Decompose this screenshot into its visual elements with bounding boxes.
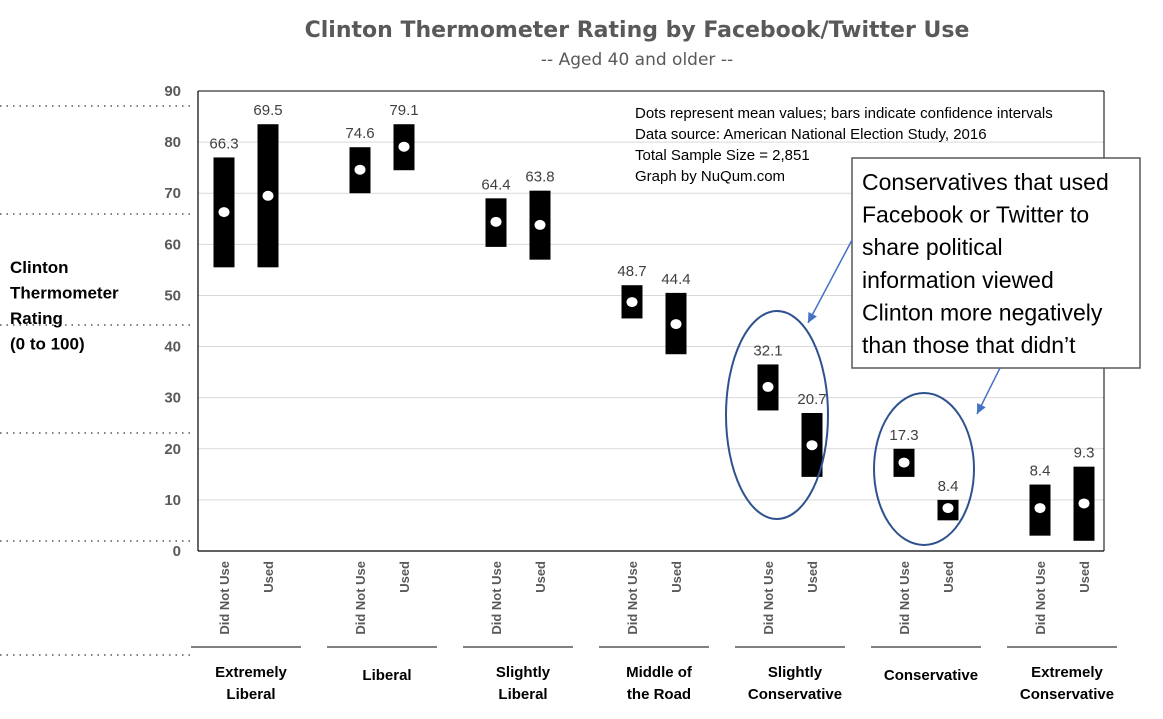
- y-tick-label: 10: [164, 492, 181, 509]
- bar-label: Did Not Use: [625, 561, 640, 635]
- group-label: Conservative: [884, 667, 978, 684]
- callout-arrowhead: [808, 312, 817, 323]
- mean-dot: [1034, 503, 1046, 514]
- y-axis-label-line: Thermometer: [10, 284, 119, 303]
- data-label: 8.4: [1030, 463, 1051, 480]
- y-tick-label: 70: [164, 185, 181, 202]
- note-line: Dots represent mean values; bars indicat…: [635, 105, 1053, 122]
- data-label: 64.4: [481, 176, 510, 193]
- data-label: 44.4: [661, 271, 690, 288]
- data-label: 69.5: [253, 102, 282, 119]
- note-line: Data source: American National Election …: [635, 126, 987, 143]
- group-label: Liberal: [498, 686, 547, 703]
- data-label: 79.1: [389, 102, 418, 119]
- callout-arrow: [807, 239, 853, 324]
- group-label: Conservative: [1020, 686, 1114, 703]
- group-label: Slightly: [768, 664, 823, 681]
- bar-label: Did Not Use: [217, 561, 232, 635]
- callout-text-line: Facebook or Twitter to: [862, 202, 1089, 228]
- bar-label: Used: [397, 561, 412, 593]
- group-label: Middle of: [626, 664, 693, 681]
- callout-box: [851, 157, 1141, 369]
- y-tick-label: 40: [164, 339, 181, 356]
- y-axis-label-line: (0 to 100): [10, 335, 85, 354]
- mean-dot: [898, 457, 910, 468]
- y-tick-label: 90: [164, 83, 181, 100]
- highlight-ellipse: [725, 310, 829, 520]
- bar-label: Did Not Use: [1033, 561, 1048, 635]
- bar-label: Used: [941, 561, 956, 593]
- bar-label: Did Not Use: [489, 561, 504, 635]
- data-label: 66.3: [209, 135, 238, 152]
- mean-dot: [398, 141, 410, 152]
- callout-text-line: share political: [862, 234, 1003, 260]
- group-label: Liberal: [362, 667, 411, 684]
- y-tick-label: 30: [164, 390, 181, 407]
- y-tick-label: 0: [173, 543, 181, 560]
- y-tick-label: 50: [164, 287, 181, 304]
- y-axis-label-line: Rating: [10, 309, 63, 328]
- mean-dot: [262, 190, 274, 201]
- mean-dot: [670, 319, 682, 330]
- mean-dot: [490, 216, 502, 227]
- bar-label: Used: [533, 561, 548, 593]
- note-line: Graph by NuQum.com: [635, 168, 785, 185]
- bar-label: Used: [805, 561, 820, 593]
- note-line: Total Sample Size = 2,851: [635, 147, 810, 164]
- y-tick-label: 80: [164, 134, 181, 151]
- data-label: 9.3: [1074, 445, 1095, 462]
- bar-label: Did Not Use: [897, 561, 912, 635]
- data-label: 74.6: [345, 125, 374, 142]
- bar-label: Used: [261, 561, 276, 593]
- y-axis-ticks: 0 10 20 30 40 50 60 70 80 90: [164, 83, 181, 560]
- y-axis-label: Clinton Thermometer Rating (0 to 100): [10, 258, 119, 354]
- mean-dot: [942, 503, 954, 514]
- group-label: Slightly: [496, 664, 551, 681]
- callout-text-line: Conservatives that used: [862, 169, 1109, 195]
- chart-marks: 66.3 69.5 74.6 79.1 64.4 63.8 48.7 44.4 32.1 20.7…: [209, 102, 1095, 541]
- mean-dot: [806, 440, 818, 451]
- mean-dot: [354, 164, 366, 175]
- data-label: 8.4: [938, 478, 959, 495]
- callout-text-line: than those that didn’t: [862, 332, 1076, 358]
- mean-dot: [626, 297, 638, 308]
- data-label: 17.3: [889, 427, 918, 444]
- chart-notes: Dots represent mean values; bars indicat…: [635, 105, 1053, 185]
- data-label: 20.7: [797, 391, 826, 408]
- group-label: the Road: [627, 686, 691, 703]
- data-label: 48.7: [617, 263, 646, 280]
- bar-label: Used: [669, 561, 684, 593]
- chart-title: Clinton Thermometer Rating by Facebook/T…: [305, 18, 970, 43]
- data-label: 63.8: [525, 169, 554, 186]
- group-label: Extremely: [1031, 664, 1103, 681]
- y-tick-label: 60: [164, 236, 181, 253]
- x-axis-labels: Did Not Use Used Extremely Liberal Did Not U…: [191, 561, 1117, 703]
- group-label: Conservative: [748, 686, 842, 703]
- data-label: 32.1: [753, 342, 782, 359]
- highlight-ellipse: [873, 392, 975, 546]
- mean-dot: [218, 207, 230, 218]
- group-label: Liberal: [226, 686, 275, 703]
- y-axis-label-line: Clinton: [10, 258, 69, 277]
- callout-annotation: Conservatives that used Facebook or Twitt…: [725, 157, 1141, 546]
- bar-label: Used: [1077, 561, 1092, 593]
- mean-dot: [534, 219, 546, 230]
- callout-text-line: information viewed: [862, 267, 1054, 293]
- callout-text-line: Clinton more negatively: [862, 299, 1103, 325]
- mean-dot: [1078, 498, 1090, 509]
- chart-subtitle: -- Aged 40 and older --: [541, 50, 733, 70]
- group-label: Extremely: [215, 664, 287, 681]
- callout-arrowhead: [977, 403, 986, 414]
- y-tick-label: 20: [164, 441, 181, 458]
- bar-label: Did Not Use: [353, 561, 368, 635]
- mean-dot: [762, 381, 774, 392]
- bar-label: Did Not Use: [761, 561, 776, 635]
